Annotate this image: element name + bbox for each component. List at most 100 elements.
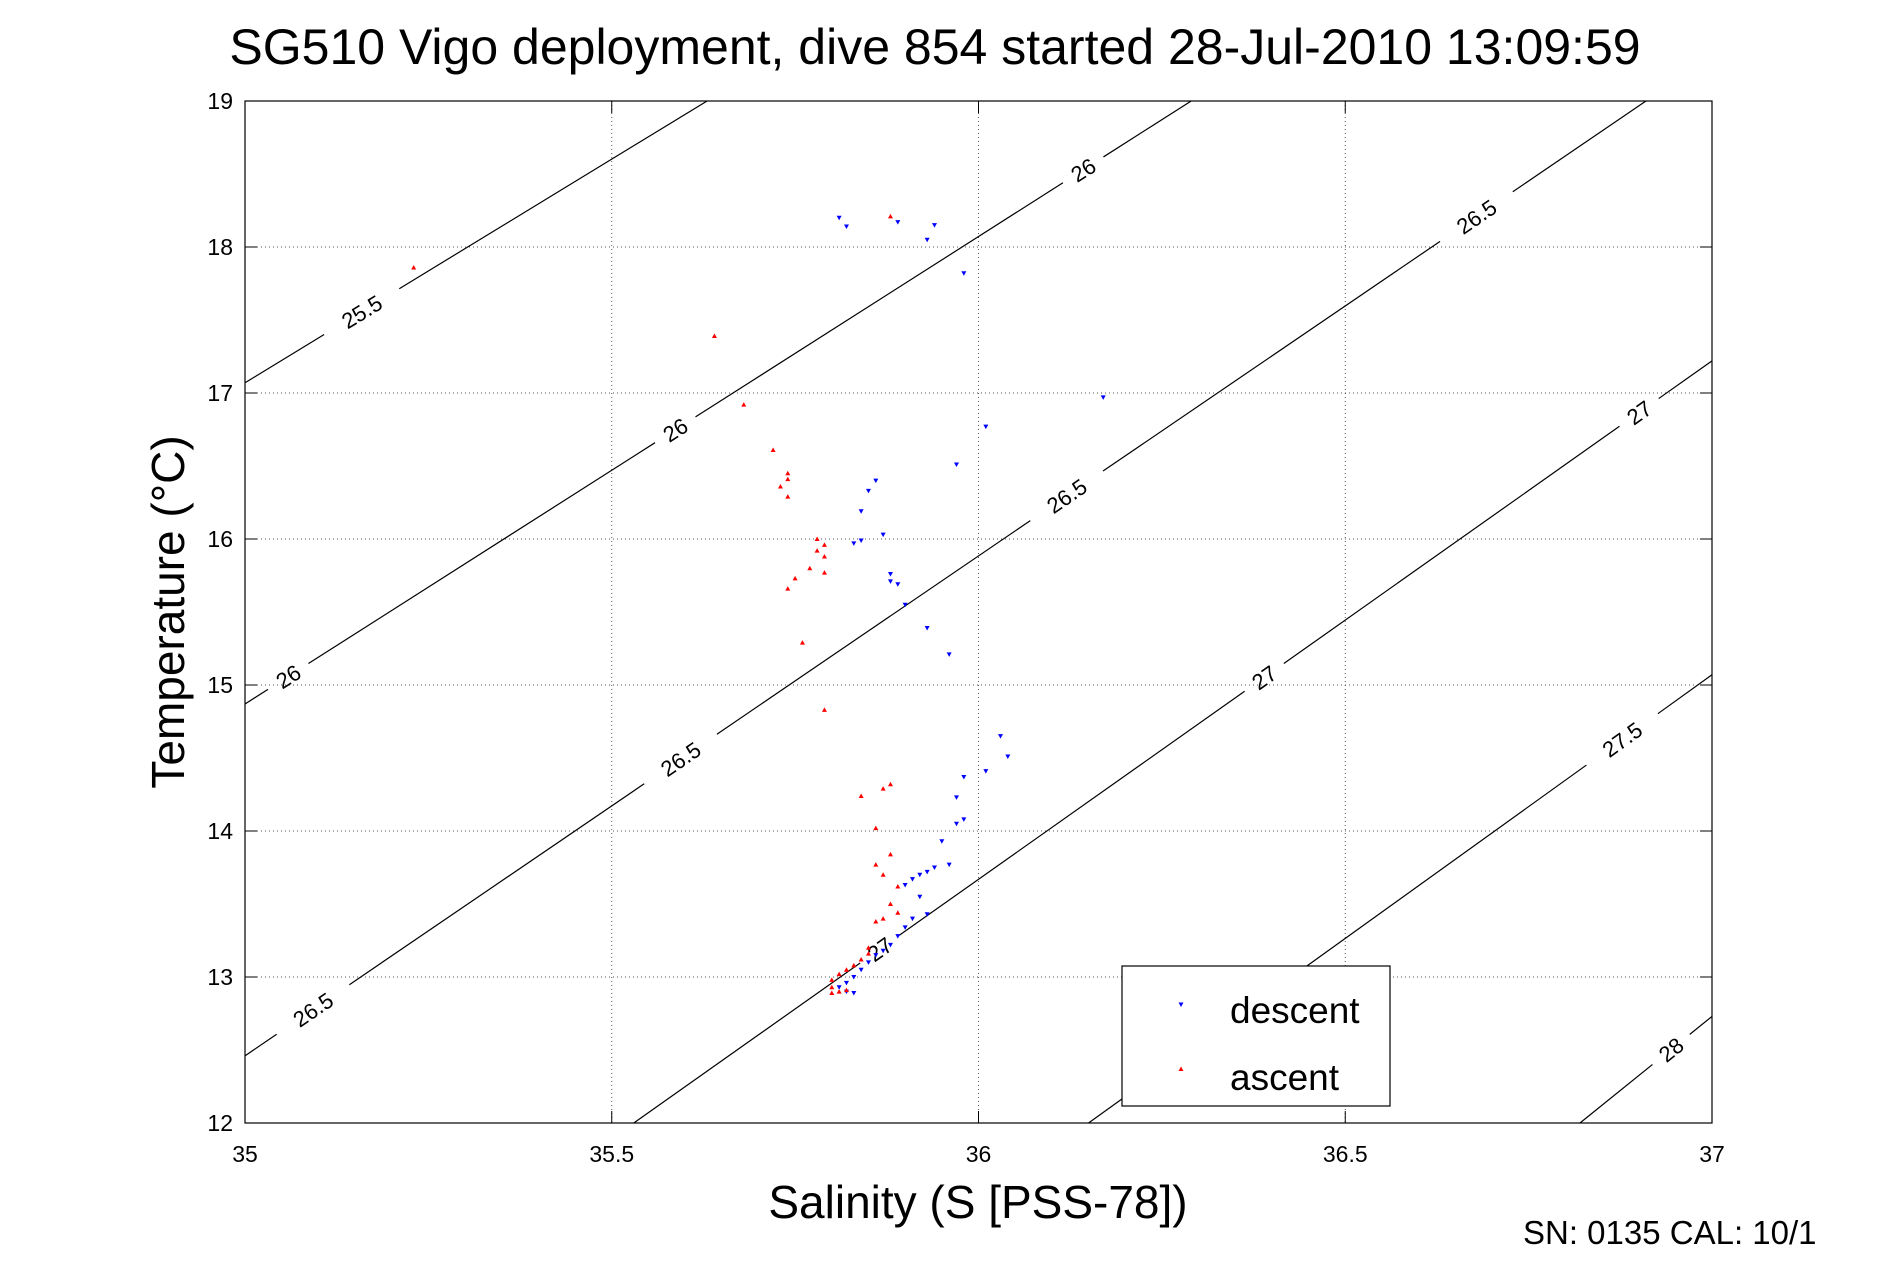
- ascent-point: [887, 213, 893, 219]
- descent-point: [953, 795, 959, 800]
- ascent-point: [880, 916, 886, 921]
- descent-point: [1100, 395, 1106, 400]
- ascent-point: [873, 919, 879, 924]
- y-tick-label: 12: [207, 1110, 233, 1136]
- descent-point: [983, 424, 989, 430]
- isopycnal-label: 26.5: [656, 737, 705, 782]
- legend-descent-marker: [1178, 1002, 1184, 1007]
- descent-point: [836, 985, 842, 990]
- y-tick-label: 17: [207, 380, 233, 406]
- ascent-point: [799, 640, 805, 645]
- descent-point: [887, 942, 893, 948]
- ascent-point: [873, 862, 879, 867]
- descent-point: [873, 478, 879, 484]
- ascent-point: [814, 548, 820, 553]
- data-points: [411, 213, 1106, 996]
- descent-point: [953, 821, 959, 827]
- descent-point: [880, 948, 886, 954]
- descent-point: [865, 488, 871, 494]
- isopycnal-label: 26.5: [1452, 195, 1501, 240]
- descent-point: [946, 652, 952, 657]
- ascent-point: [711, 333, 717, 339]
- ascent-point: [792, 575, 798, 581]
- descent-point: [851, 975, 857, 980]
- isopycnal-label: 26: [1066, 153, 1100, 187]
- descent-point: [895, 582, 901, 587]
- ascent-point: [741, 402, 747, 407]
- ascent-point: [895, 883, 901, 889]
- descent-point: [902, 602, 908, 608]
- descent-point: [851, 991, 857, 996]
- isopycnal-line: [244, 334, 325, 384]
- isopycnal-label: 26.5: [1042, 474, 1091, 519]
- descent-point: [924, 626, 930, 631]
- y-tick-label: 13: [207, 964, 233, 990]
- isopycnal-label: 25.5: [337, 290, 387, 334]
- isopycnal-line: [1512, 100, 1647, 193]
- y-tick-label: 14: [207, 818, 233, 844]
- ascent-point: [829, 984, 835, 990]
- y-tick-label: 16: [207, 526, 233, 552]
- legend-box: [1121, 965, 1391, 1107]
- ascent-point: [865, 951, 871, 956]
- descent-point: [917, 894, 923, 900]
- descent-point: [953, 462, 959, 468]
- ascent-point: [785, 476, 791, 482]
- grid: [245, 101, 1712, 1123]
- descent-point: [858, 967, 864, 973]
- isopycnal-line: [244, 1033, 277, 1057]
- descent-point: [924, 912, 930, 917]
- isopycnal-line: [633, 962, 861, 1124]
- ascent-point: [851, 962, 857, 968]
- descent-point: [902, 883, 908, 888]
- descent-point: [873, 953, 879, 958]
- isopycnal-label: 27: [1247, 661, 1281, 696]
- isopycnal-line: [716, 520, 1031, 735]
- descent-point: [902, 925, 908, 930]
- ascent-point: [880, 872, 886, 877]
- x-tick-label: 35.5: [589, 1141, 634, 1167]
- descent-point: [895, 934, 901, 939]
- ascent-point: [785, 586, 791, 591]
- descent-point: [946, 862, 952, 868]
- axis-ticks: 35 35.5 36 36.5 37 12 13 14 15 16 17 18 19: [207, 88, 1724, 1167]
- x-tick-label: 36.5: [1323, 1141, 1368, 1167]
- x-tick-label: 35: [232, 1141, 258, 1167]
- x-axis-label: Salinity (S [PSS-78]): [768, 1176, 1187, 1228]
- ascent-point: [770, 447, 776, 452]
- ascent-point: [858, 793, 864, 798]
- ascent-point: [887, 781, 893, 787]
- isopycnal-label: 26.5: [289, 988, 338, 1033]
- sensor-calibration-footer: SN: 0135 CAL: 10/1: [1523, 1214, 1817, 1251]
- descent-point: [961, 817, 967, 822]
- x-tick-label: 36: [966, 1141, 992, 1167]
- isopycnal-line: [1283, 425, 1620, 665]
- descent-point: [887, 579, 893, 584]
- y-tick-label: 15: [207, 672, 233, 698]
- ascent-point: [887, 851, 893, 857]
- descent-point: [865, 960, 871, 965]
- x-tick-label: 37: [1699, 1141, 1725, 1167]
- ascent-point: [807, 565, 813, 571]
- ascent-point: [865, 945, 871, 950]
- isopycnal-label: 28: [1654, 1032, 1689, 1067]
- ascent-point: [785, 494, 791, 499]
- isopycnal-line: [1657, 674, 1713, 715]
- descent-point: [843, 224, 849, 230]
- isopycnal-line: [244, 688, 269, 705]
- descent-point: [924, 237, 930, 243]
- descent-point: [961, 774, 967, 780]
- descent-point: [1005, 754, 1011, 760]
- ascent-point: [829, 990, 835, 996]
- isopycnal-line: [398, 100, 708, 290]
- descent-point: [858, 538, 864, 543]
- ascent-point: [836, 989, 842, 994]
- isopycnal-label: 26: [658, 413, 692, 447]
- ascent-point: [814, 536, 820, 541]
- ascent-point: [836, 971, 842, 977]
- ascent-point: [880, 786, 886, 791]
- legend: descent ascent: [1121, 965, 1391, 1107]
- descent-point: [836, 215, 842, 221]
- isopycnal-label: 27.5: [1598, 717, 1647, 762]
